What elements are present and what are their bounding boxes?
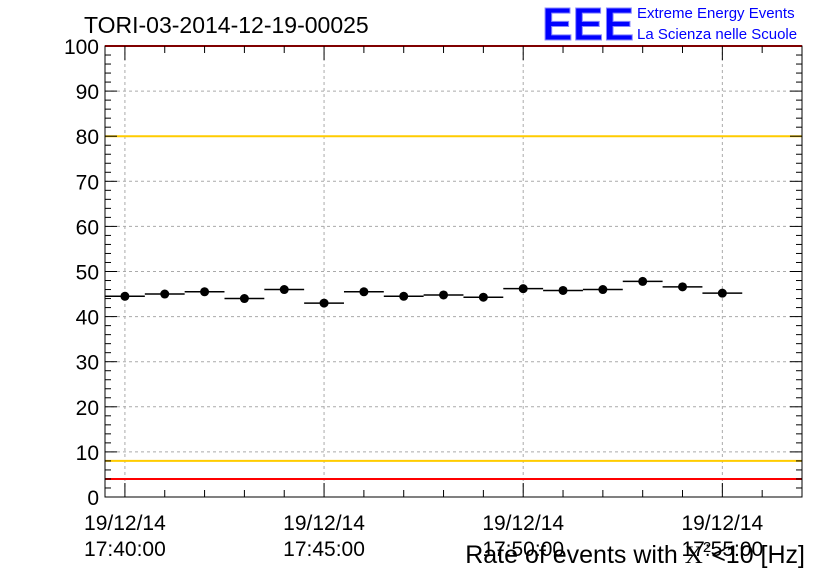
y-tick-label: 0 (87, 487, 99, 510)
y-tick-label: 50 (76, 262, 99, 285)
data-point (239, 294, 249, 304)
y-tick-label: 40 (76, 307, 99, 330)
y-tick-label: 70 (76, 171, 99, 194)
eee-logo: EEE Extreme Energy Events La Scienza nel… (542, 0, 798, 51)
logo-line-2: La Scienza nelle Scuole (637, 26, 797, 43)
data-point (359, 287, 369, 297)
x-axis-title: Rate of events with X2<10 [Hz] (465, 539, 805, 569)
data-point (399, 291, 409, 301)
logo-line-1: Extreme Energy Events (637, 5, 795, 22)
y-tick-label: 80 (76, 126, 99, 149)
x-axis-title-superscript: 2 (703, 539, 711, 556)
x-axis-title-text: Rate of events with (465, 541, 678, 569)
data-point (558, 285, 568, 295)
y-tick-label: 30 (76, 352, 99, 375)
logo-mark: EEE (542, 0, 634, 50)
y-tick-label: 60 (76, 216, 99, 239)
y-tick-label: 20 (76, 397, 99, 420)
data-point (279, 285, 289, 295)
x-tick-label-time: 17:50:00 (482, 538, 564, 561)
x-tick-label-date: 19/12/14 (283, 512, 365, 535)
reference-lines (105, 45, 802, 480)
x-tick-label-time: 17:55:00 (681, 538, 763, 561)
data-point (319, 298, 329, 308)
axis-ticks: 0 10 20 30 40 50 60 70 80 90 100 19/12/14 17:40:00 19… (64, 36, 802, 561)
data-point (439, 290, 449, 300)
x-axis-title-tail: <10 [Hz] (711, 541, 805, 569)
x-axis-title-symbol: X (685, 542, 703, 569)
x-tick-label-date: 19/12/14 (482, 512, 564, 535)
data-series (105, 276, 743, 308)
data-point (678, 282, 688, 292)
data-point (478, 292, 488, 302)
data-point (200, 287, 210, 297)
data-point (160, 289, 170, 299)
x-tick-label-date: 19/12/14 (84, 512, 166, 535)
x-tick-label-time: 17:40:00 (84, 538, 166, 561)
y-tick-label: 90 (76, 81, 99, 104)
data-point (518, 284, 528, 294)
data-point (598, 285, 608, 295)
data-point (120, 291, 130, 301)
x-tick-label-time: 17:45:00 (283, 538, 365, 561)
data-point (717, 288, 727, 298)
y-tick-label: 10 (76, 442, 99, 465)
data-point (638, 276, 648, 286)
x-tick-label-date: 19/12/14 (681, 512, 763, 535)
grid-layer (105, 46, 802, 497)
y-tick-label: 100 (64, 36, 99, 59)
chart-title: TORI-03-2014-12-19-00025 (84, 12, 369, 38)
